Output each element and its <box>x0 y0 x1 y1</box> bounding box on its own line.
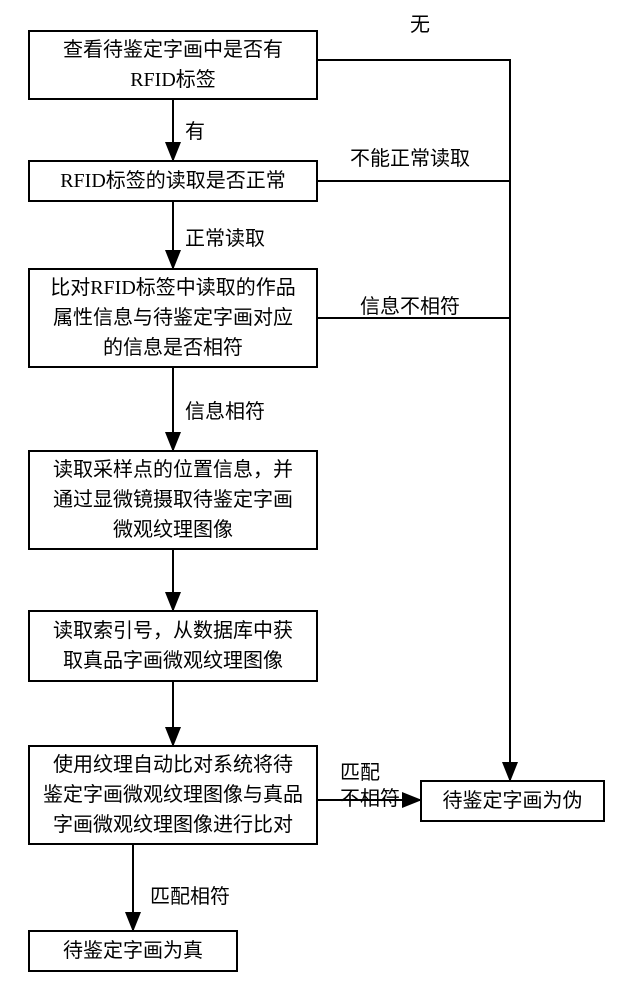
node-read-sample-points: 读取采样点的位置信息，并 通过显微镜摄取待鉴定字画 微观纹理图像 <box>28 450 318 550</box>
edge-label-info-nomatch: 信息不相符 <box>360 290 460 319</box>
node-fake: 待鉴定字画为伪 <box>420 780 605 822</box>
node-label: 待鉴定字画为伪 <box>443 786 583 816</box>
edge-label-cannot-read: 不能正常读取 <box>350 142 470 171</box>
node-check-rfid: 查看待鉴定字画中是否有 RFID标签 <box>28 30 318 100</box>
node-label: 读取索引号，从数据库中获 取真品字画微观纹理图像 <box>53 616 293 676</box>
node-label: 待鉴定字画为真 <box>63 936 203 966</box>
edge-label-none: 无 <box>410 8 430 37</box>
edge-label-match-no: 匹配 不相符 <box>340 760 400 812</box>
edge-label-has: 有 <box>185 115 205 144</box>
node-label: 查看待鉴定字画中是否有 RFID标签 <box>63 35 283 95</box>
node-rfid-read-normal: RFID标签的读取是否正常 <box>28 160 318 202</box>
flowchart-root: 查看待鉴定字画中是否有 RFID标签 RFID标签的读取是否正常 比对RFID标… <box>0 0 623 1000</box>
node-texture-compare: 使用纹理自动比对系统将待 鉴定字画微观纹理图像与真品 字画微观纹理图像进行比对 <box>28 745 318 845</box>
edge-label-info-match: 信息相符 <box>185 395 265 424</box>
node-compare-attributes: 比对RFID标签中读取的作品 属性信息与待鉴定字画对应 的信息是否相符 <box>28 268 318 368</box>
node-label: RFID标签的读取是否正常 <box>60 166 286 196</box>
node-label: 读取采样点的位置信息，并 通过显微镜摄取待鉴定字画 微观纹理图像 <box>53 455 293 545</box>
node-label: 使用纹理自动比对系统将待 鉴定字画微观纹理图像与真品 字画微观纹理图像进行比对 <box>43 750 303 840</box>
node-label: 比对RFID标签中读取的作品 属性信息与待鉴定字画对应 的信息是否相符 <box>50 273 296 363</box>
edge-label-match-yes: 匹配相符 <box>150 880 230 909</box>
edge-label-normal-read: 正常读取 <box>185 222 265 251</box>
node-read-index: 读取索引号，从数据库中获 取真品字画微观纹理图像 <box>28 610 318 682</box>
node-authentic: 待鉴定字画为真 <box>28 930 238 972</box>
